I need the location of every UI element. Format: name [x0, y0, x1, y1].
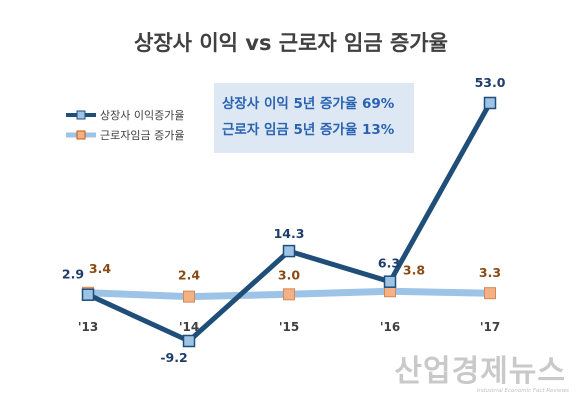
profit-data-label: -9.2 — [160, 350, 187, 365]
x-tick-label: '15 — [279, 320, 299, 334]
profit-point — [182, 334, 196, 348]
x-tick-label: '16 — [380, 320, 400, 334]
profit-point — [383, 275, 397, 288]
profit-data-label: 14.3 — [274, 226, 305, 241]
wage-data-label: 3.4 — [89, 261, 111, 276]
wage-data-label: 3.3 — [479, 265, 501, 280]
profit-data-label: 6.3 — [378, 256, 400, 271]
wage-data-label: 3.0 — [278, 267, 300, 282]
legend: 상장사 이익증가율 근로자임금 증가율 — [66, 109, 184, 142]
wage-data-label: 2.4 — [178, 268, 200, 283]
legend-label-wage: 근로자임금 증가율 — [100, 129, 184, 142]
chart-title: 상장사 이익 vs 근로자 임금 증가율 — [134, 31, 448, 55]
legend-marker-profit — [76, 110, 86, 120]
profit-point — [81, 288, 95, 301]
series-layer: 2.9 -9.2 14.3 6.3 53.0 3.4 2.4 3.0 3.8 3.3 — [62, 75, 506, 365]
profit-point — [483, 96, 497, 110]
annotation-line-1: 상장사 이익 5년 증가율 69% — [222, 95, 395, 112]
profit-data-label: 2.9 — [62, 267, 84, 282]
x-tick-label: '17 — [480, 320, 500, 334]
x-axis-ticks: '13 '14 '15 '16 '17 — [78, 320, 500, 334]
x-tick-label: '13 — [78, 320, 98, 334]
legend-label-profit: 상장사 이익증가율 — [100, 109, 184, 122]
annotation-box: 상장사 이익 5년 증가율 69% 근로자 임금 5년 증가율 13% — [214, 83, 414, 153]
annotation-line-2: 근로자 임금 5년 증가율 13% — [222, 121, 395, 138]
watermark-logo: 산업경제뉴스 — [394, 354, 566, 389]
watermark-subtext: Industrial Economic Fact Reviews — [477, 388, 569, 394]
wage-point — [484, 287, 496, 300]
legend-marker-wage — [76, 130, 86, 140]
watermark: 산업경제뉴스 Industrial Economic Fact Reviews — [394, 354, 569, 394]
wage-point — [283, 288, 295, 301]
profit-point — [282, 244, 296, 258]
wage-point — [183, 290, 195, 303]
annotation-background — [214, 83, 414, 153]
profit-data-label: 53.0 — [475, 75, 506, 90]
x-tick-label: '14 — [179, 320, 199, 334]
wage-data-label: 3.8 — [403, 262, 425, 277]
